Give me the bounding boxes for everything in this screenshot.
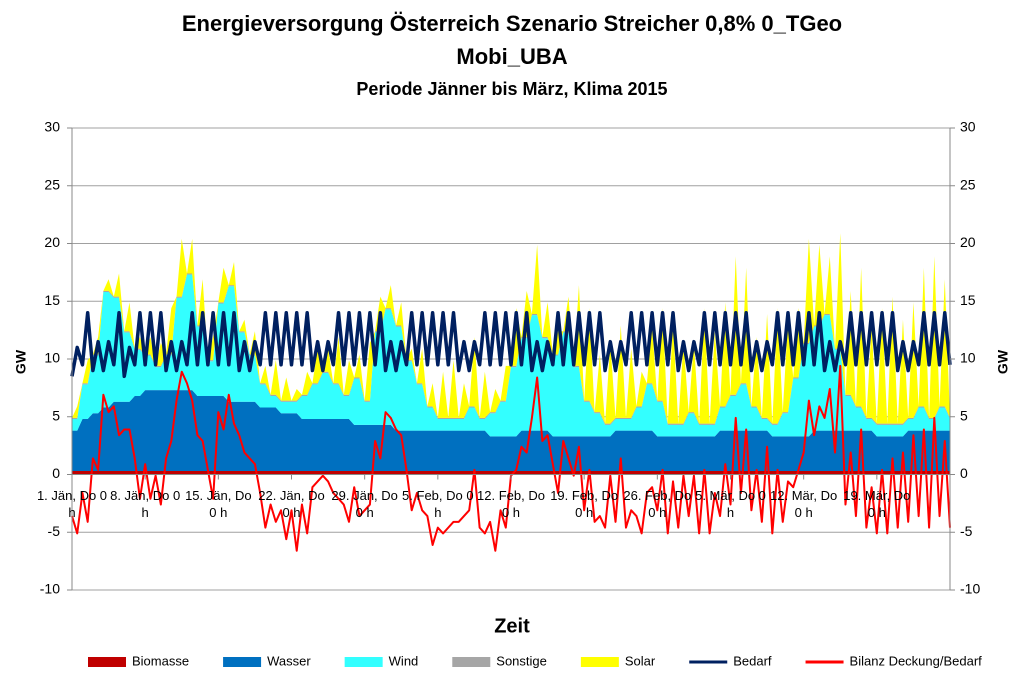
legend-swatch bbox=[88, 657, 126, 667]
y2-tick-label: 25 bbox=[960, 176, 976, 192]
y2-tick-label: 15 bbox=[960, 292, 976, 308]
legend-swatch bbox=[223, 657, 262, 667]
areas bbox=[72, 233, 950, 475]
x-tick-label: 29. Jän, Do 0 h bbox=[331, 487, 398, 520]
y-axis-label: GW bbox=[13, 349, 29, 374]
y2-axis-label: GW bbox=[995, 349, 1011, 374]
y-tick-label: 5 bbox=[52, 407, 60, 423]
x-tick-label: 5. Mär, Do 0 h bbox=[695, 487, 766, 520]
legend-label: Bedarf bbox=[733, 653, 772, 668]
legend-label: Wind bbox=[389, 653, 419, 668]
x-tick-label-box: 12. Feb, Do 0 h bbox=[477, 487, 545, 520]
y2-tick-label: 30 bbox=[960, 119, 976, 135]
area bbox=[72, 233, 950, 424]
x-axis-label: Zeit bbox=[494, 615, 530, 637]
legend-label: Wasser bbox=[267, 653, 311, 668]
x-tick-label-box: 26. Feb, Do 0 h bbox=[623, 487, 692, 520]
area bbox=[72, 273, 950, 425]
x-tick-label-box: 12. Mär, Do 0 h bbox=[770, 487, 838, 520]
x-tick-label: 22. Jän, Do 0 h bbox=[258, 487, 325, 520]
y2-tick-label: 10 bbox=[960, 350, 976, 366]
chart-title: Energieversorgung Österreich Szenario St… bbox=[182, 11, 842, 36]
legend-swatch bbox=[344, 657, 383, 667]
line bbox=[70, 311, 952, 379]
legend-label: Solar bbox=[625, 653, 656, 668]
y-tick-label: 20 bbox=[44, 234, 60, 250]
x-tick-label-box: 8. Jän, Do 0 h bbox=[110, 487, 181, 520]
x-tick-label: 12. Mär, Do 0 h bbox=[770, 487, 838, 520]
x-tick-label-box: 19. Feb, Do 0 h bbox=[550, 487, 619, 520]
x-tick-label-box: 15. Jän, Do 0 h bbox=[185, 487, 252, 520]
x-tick-label-box: 1. Jän, Do 0 h bbox=[36, 487, 108, 520]
x-tick-label-box: 5. Mär, Do 0 h bbox=[695, 487, 766, 520]
y-tick-label: 0 bbox=[52, 465, 60, 481]
y2-tick-label: -5 bbox=[960, 523, 973, 539]
x-tick-label: 1. Jän, Do 0 h bbox=[36, 487, 108, 520]
legend-swatch bbox=[580, 657, 619, 667]
y-tick-label: 25 bbox=[44, 176, 60, 192]
y2-tick-label: 20 bbox=[960, 234, 976, 250]
axes: -10 -5 0 5 10 15 20 25 30 -10 -5 0 5 10 15 20 25 30 1. Jän… bbox=[36, 119, 981, 597]
x-tick-label-box: 19. Mär, Do 0 h bbox=[843, 487, 911, 520]
legend-swatch bbox=[452, 657, 491, 667]
y2-tick-label: 0 bbox=[960, 465, 968, 481]
y2-tick-label: 5 bbox=[960, 407, 968, 423]
x-tick-label: 19. Mär, Do 0 h bbox=[843, 487, 911, 520]
area bbox=[72, 390, 950, 472]
y-tick-label: -5 bbox=[48, 523, 61, 539]
y-tick-label: 15 bbox=[44, 292, 60, 308]
x-tick-label: 15. Jän, Do 0 h bbox=[185, 487, 252, 520]
x-tick-label-box: 5. Feb, Do 0 h bbox=[402, 487, 474, 520]
x-tick-label: 5. Feb, Do 0 h bbox=[402, 487, 474, 520]
legend-label: Bilanz Deckung/Bedarf bbox=[850, 653, 983, 668]
x-tick-label-box: 29. Jän, Do 0 h bbox=[331, 487, 398, 520]
area bbox=[72, 274, 950, 437]
legend-label: Biomasse bbox=[132, 653, 189, 668]
x-tick-label-box: 22. Jän, Do 0 h bbox=[258, 487, 325, 520]
y2-tick-label: -10 bbox=[960, 581, 980, 597]
area bbox=[72, 471, 950, 475]
chart-subtitle: Mobi_UBA bbox=[456, 44, 567, 69]
x-tick-label: 19. Feb, Do 0 h bbox=[550, 487, 619, 520]
y-tick-label: 10 bbox=[44, 350, 60, 366]
legend-label: Sonstige bbox=[496, 653, 547, 668]
x-tick-label: 8. Jän, Do 0 h bbox=[110, 487, 181, 520]
x-tick-label: 26. Feb, Do 0 h bbox=[623, 487, 692, 520]
y-tick-label: -10 bbox=[40, 581, 60, 597]
chart-subtitle: Periode Jänner bis März, Klima 2015 bbox=[356, 79, 667, 99]
y-tick-label: 30 bbox=[44, 119, 60, 135]
x-tick-label: 12. Feb, Do 0 h bbox=[477, 487, 545, 520]
